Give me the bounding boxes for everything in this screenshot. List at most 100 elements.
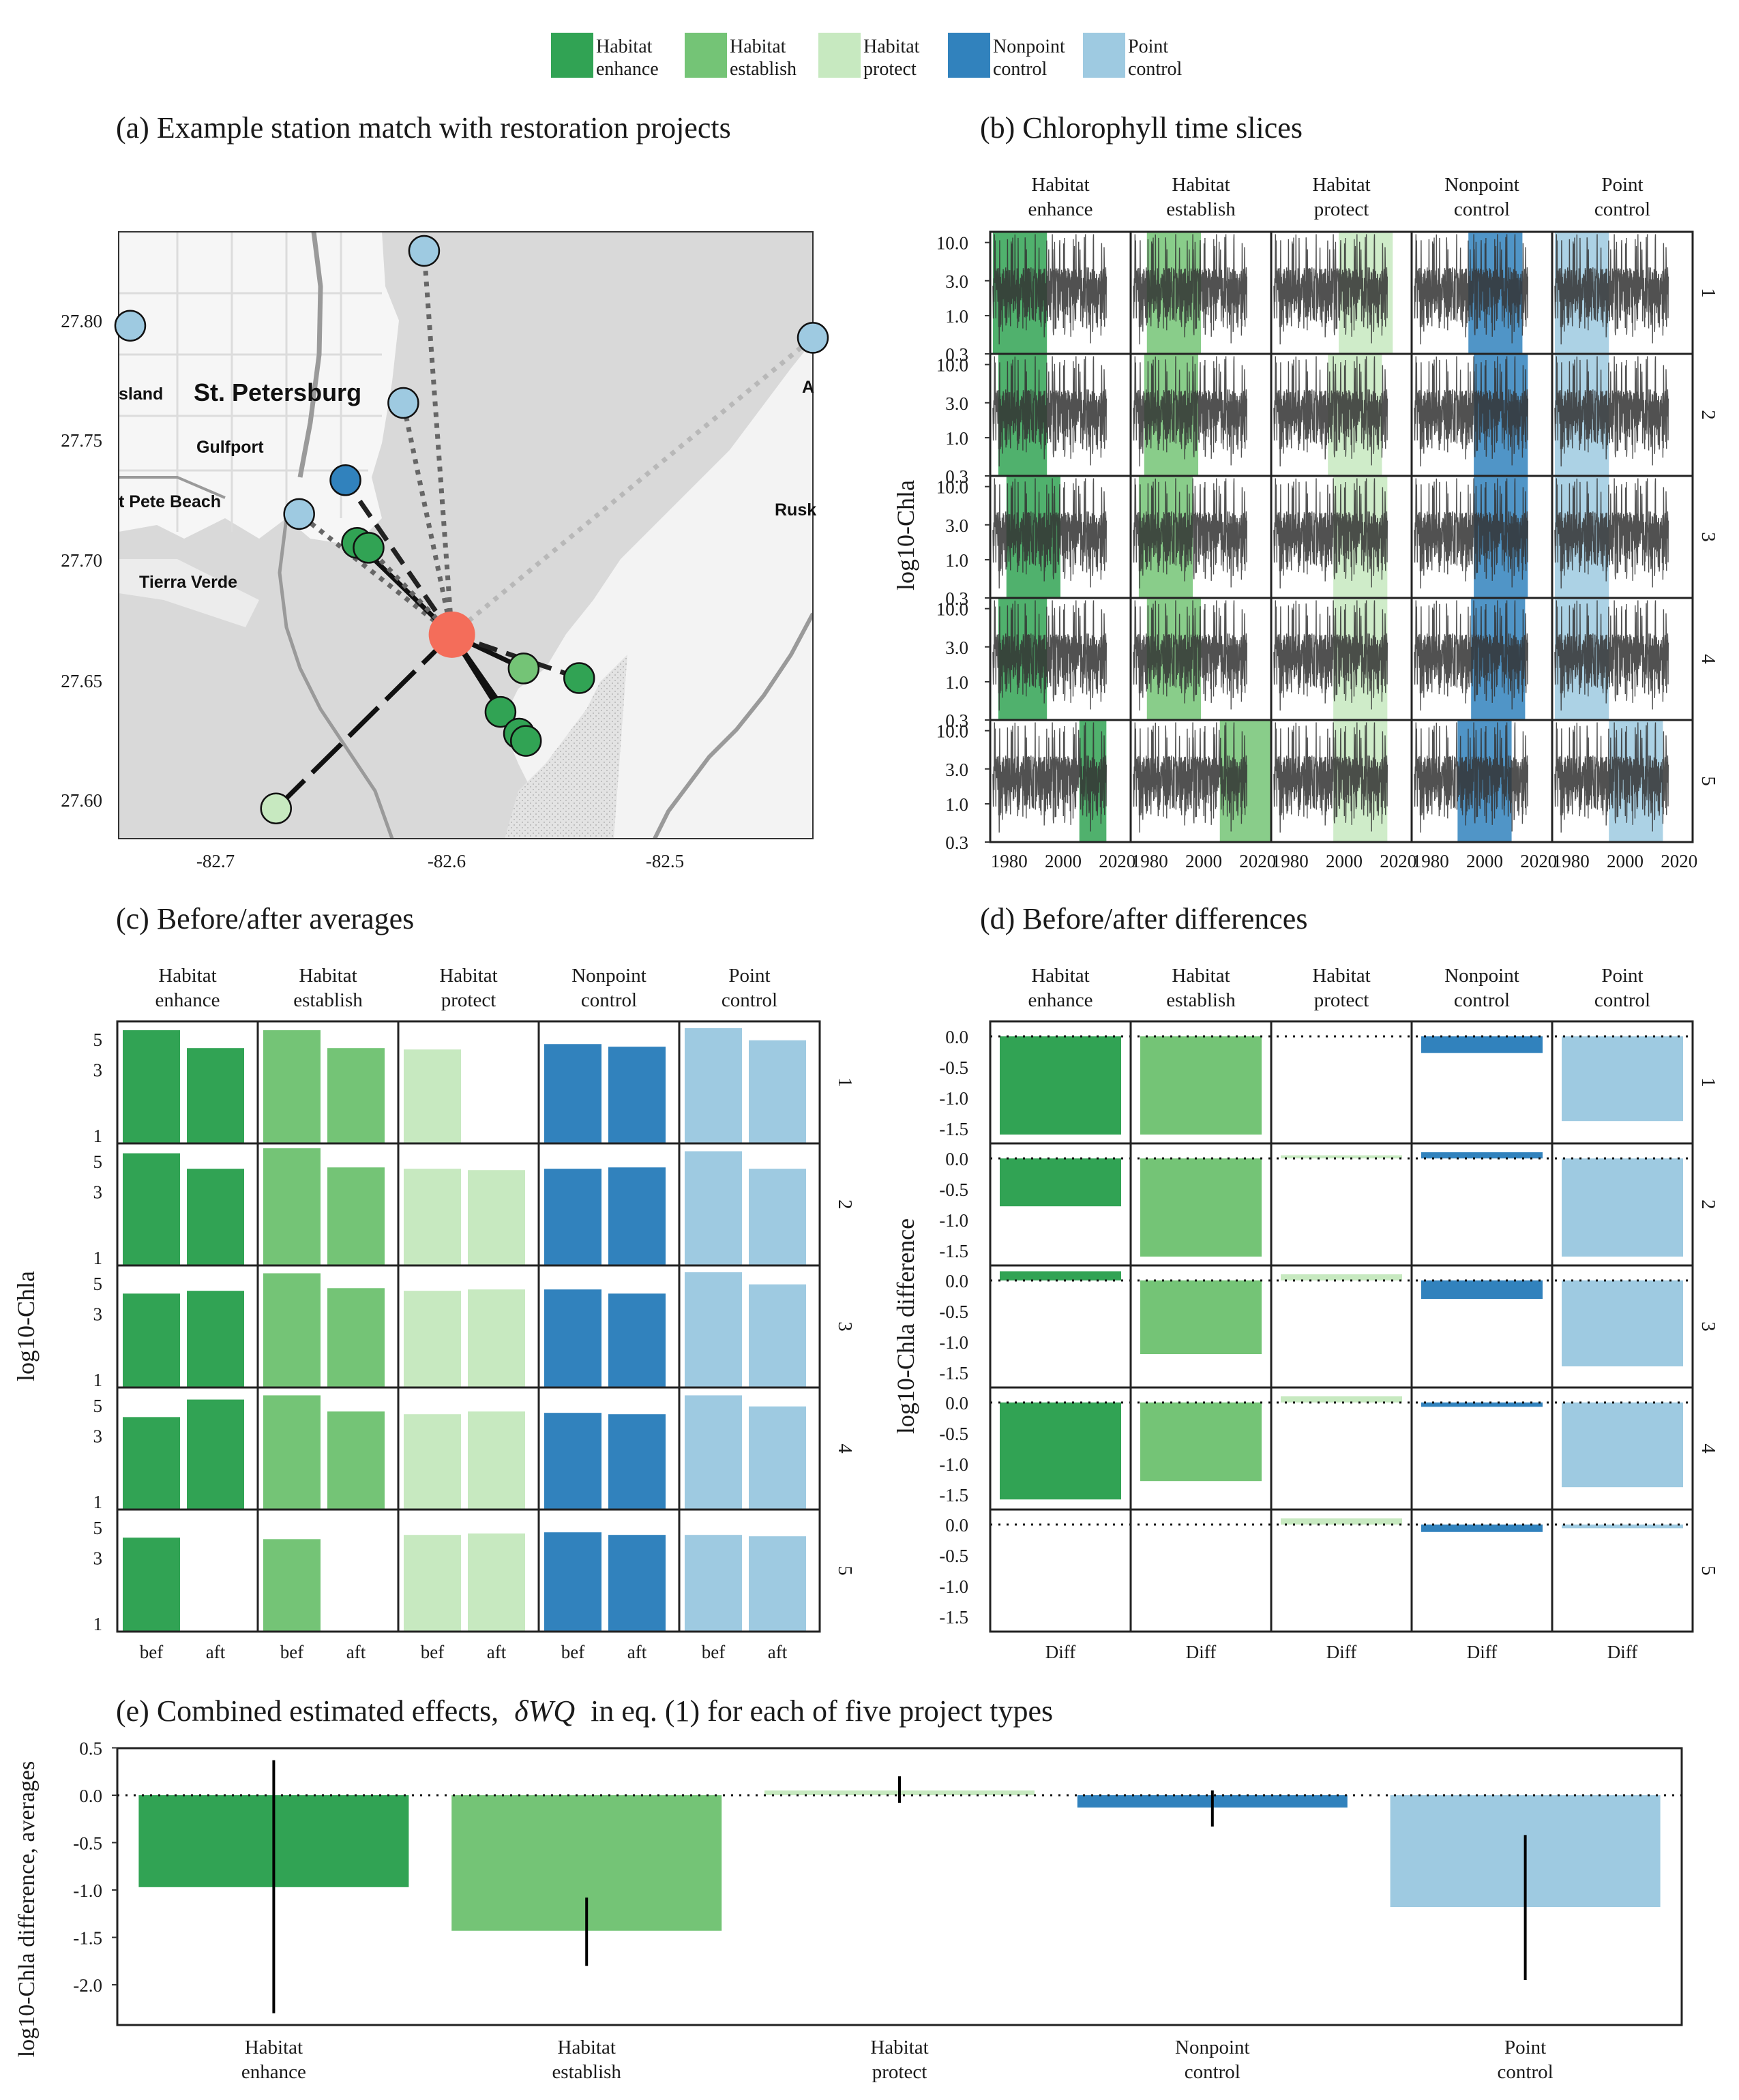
map-project-point bbox=[484, 695, 517, 728]
legend-label: Nonpoint bbox=[993, 36, 1065, 57]
panel-d-strip-label: Point bbox=[1601, 965, 1643, 987]
panel-c-strip-label: Nonpoint bbox=[571, 965, 646, 987]
map-place-label: t Pete Beach bbox=[119, 492, 221, 511]
map-place-label: Rusk bbox=[775, 500, 816, 520]
panel-e-x-tick-label: Point bbox=[1504, 2037, 1546, 2058]
panel-e-x-tick-label: Habitat bbox=[558, 2037, 616, 2058]
map-link-line bbox=[343, 479, 454, 636]
panel-d-facet-frame bbox=[1270, 1386, 1413, 1511]
panel-c-strip-label: Point bbox=[728, 965, 770, 987]
panel-c-bar bbox=[404, 1291, 461, 1388]
panel-b-series-line bbox=[1414, 722, 1528, 833]
panel-d-bar bbox=[1421, 1152, 1543, 1158]
panel-d-bar bbox=[1421, 1402, 1543, 1407]
map-place-label: Tierra Verde bbox=[139, 573, 237, 592]
panel-c-bar bbox=[263, 1030, 321, 1143]
panel-b-y-tick-label: 10.0 bbox=[936, 233, 968, 254]
panel-c-bar bbox=[263, 1539, 321, 1632]
panel-c-y-tick-label: 5 bbox=[93, 1152, 103, 1172]
legend-swatch bbox=[1083, 33, 1125, 78]
panel-d-y-tick-label: 0.0 bbox=[945, 1393, 968, 1413]
panel-c-bar bbox=[544, 1413, 601, 1510]
panel-b-series-line bbox=[1133, 600, 1247, 711]
panel-b-series-line bbox=[1133, 356, 1247, 467]
panel-d-bar bbox=[1281, 1274, 1402, 1280]
panel-d-bar bbox=[1281, 1155, 1402, 1158]
panel-c-x-tick-label: aft bbox=[768, 1642, 788, 1662]
panel-c-y-tick-label: 1 bbox=[93, 1614, 103, 1634]
map-place-label: Gulfport bbox=[196, 438, 264, 457]
panel-a-map: St. Petersburg Gulfport t Pete Beach Tie… bbox=[61, 231, 829, 871]
panel-b-series-line bbox=[1414, 478, 1528, 589]
panel-c-x-tick-label: aft bbox=[487, 1642, 507, 1662]
map-place-label: A bbox=[802, 378, 814, 397]
panel-b-strip-label: control bbox=[1594, 198, 1650, 220]
panel-b-y-tick-label: 1.0 bbox=[945, 428, 968, 449]
panel-c-bar bbox=[749, 1284, 806, 1388]
panel-d-bar bbox=[1562, 1402, 1683, 1488]
panel-c-bar bbox=[123, 1153, 180, 1265]
panel-b-row-label: 1 bbox=[1697, 288, 1719, 298]
panel-d-y-tick-label: 0.0 bbox=[945, 1271, 968, 1291]
panel-c-bar bbox=[263, 1148, 321, 1265]
panel-b-y-tick-label: 3.0 bbox=[945, 393, 968, 414]
panel-b-series-line bbox=[992, 356, 1107, 467]
map-land-tierra-verde bbox=[119, 559, 259, 627]
panel-c-y-tick-label: 5 bbox=[93, 1030, 103, 1050]
panel-c-bar bbox=[123, 1537, 180, 1632]
panel-e-x-tick-label: Nonpoint bbox=[1175, 2037, 1250, 2058]
panel-b-x-tick-label: 1980 bbox=[1412, 851, 1449, 871]
panel-c-y-tick-label: 5 bbox=[93, 1396, 103, 1416]
panel-c-bar bbox=[544, 1532, 601, 1632]
panel-b-x-tick-label: 2000 bbox=[1607, 851, 1644, 871]
panel-b-strip-label: protect bbox=[1314, 198, 1369, 220]
panel-b-y-tick-label: 1.0 bbox=[945, 550, 968, 571]
panel-d-row-label: 1 bbox=[1697, 1077, 1719, 1088]
map-x-tick-label: -82.6 bbox=[428, 851, 466, 871]
map-place-label: St. Petersburg bbox=[194, 378, 361, 406]
panel-b-series-line bbox=[1554, 356, 1669, 467]
panel-d-y-tick-label: 0.0 bbox=[945, 1515, 968, 1535]
panel-d-strip-label: Habitat bbox=[1172, 965, 1230, 987]
panel-c-strip-label: Habitat bbox=[439, 965, 497, 987]
legend-label: Habitat bbox=[863, 36, 920, 57]
map-axes: 27.80 27.75 27.70 27.65 27.60 -82.7 -82.… bbox=[61, 311, 684, 871]
panel-d-facet-frame bbox=[1129, 1508, 1273, 1633]
panel-b-series-line bbox=[992, 234, 1107, 345]
map-y-tick-label: 27.65 bbox=[61, 671, 102, 691]
panel-e-x-tick-label: enhance bbox=[241, 2061, 306, 2083]
map-project-point bbox=[408, 235, 441, 267]
panel-b-series-line bbox=[1133, 722, 1247, 833]
panel-c-bar bbox=[327, 1048, 385, 1143]
map-x-tick-label: -82.7 bbox=[196, 851, 235, 871]
panel-c-row-label: 5 bbox=[834, 1565, 856, 1576]
panel-d-bar bbox=[1000, 1271, 1121, 1280]
panel-c-x-tick-label: bef bbox=[561, 1642, 584, 1662]
panel-b-x-tick-label: 2000 bbox=[1326, 851, 1363, 871]
panel-d-x-tick-label: Diff bbox=[1045, 1642, 1076, 1662]
panel-c-bar bbox=[187, 1169, 244, 1265]
panel-b-y-tick-label: 10.0 bbox=[936, 721, 968, 742]
panel-e-x-tick-label: control bbox=[1498, 2061, 1554, 2083]
panel-e-x-tick-label: protect bbox=[872, 2061, 927, 2083]
panel-b-series-line bbox=[1414, 600, 1528, 711]
panel-d-strip-label: establish bbox=[1166, 989, 1236, 1011]
legend-swatch bbox=[818, 33, 861, 78]
panel-b-y-tick-label: 0.3 bbox=[945, 344, 968, 365]
panel-b-row-label: 5 bbox=[1697, 776, 1719, 786]
panel-b-strip-label: control bbox=[1454, 198, 1510, 220]
panel-b-series-line bbox=[1414, 356, 1528, 467]
panel-c-bar bbox=[404, 1535, 461, 1632]
map-link-line bbox=[366, 545, 454, 637]
panel-d-row-label: 2 bbox=[1697, 1199, 1719, 1210]
panel-d-y-tick-label: -0.5 bbox=[939, 1058, 968, 1078]
panel-b-timeseries: HabitatenhanceHabitatestablishHabitatpro… bbox=[892, 174, 1719, 871]
map-points bbox=[114, 235, 829, 824]
panel-c-row-label: 3 bbox=[834, 1321, 856, 1332]
panel-d-facet-frame bbox=[1410, 1142, 1554, 1267]
panel-c-bar bbox=[749, 1406, 806, 1510]
panel-d-strip-label: enhance bbox=[1028, 989, 1093, 1011]
panel-c-bar bbox=[685, 1028, 742, 1143]
